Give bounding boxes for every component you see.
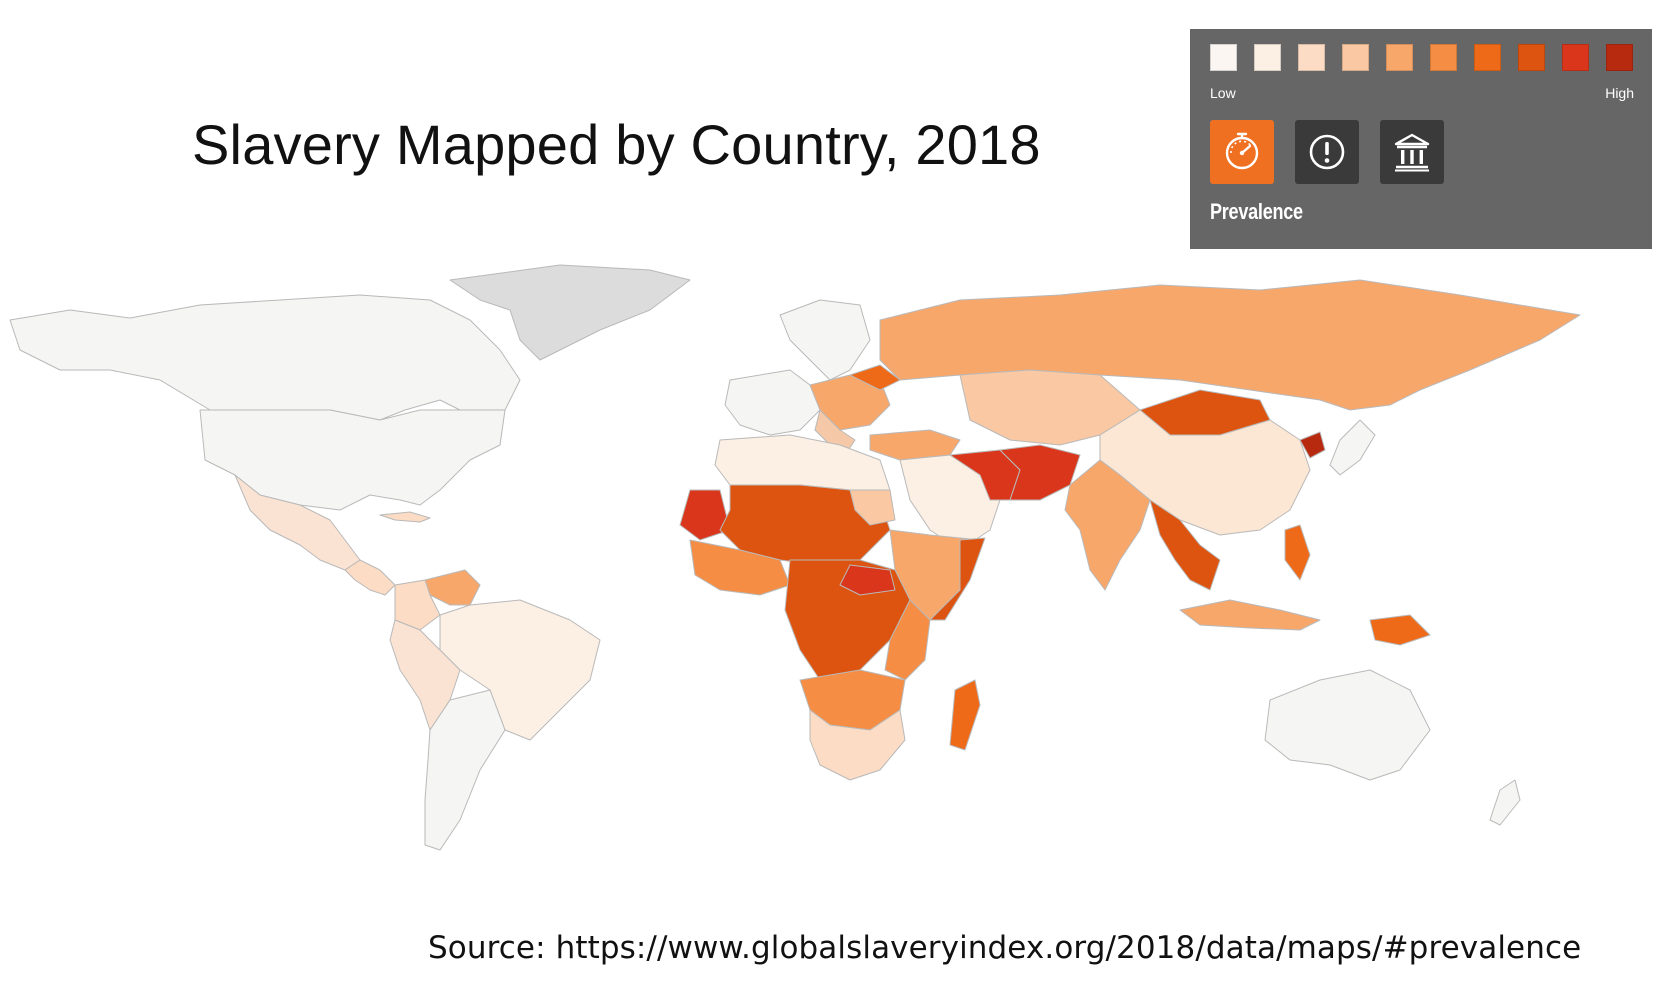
region-greenland [449, 264, 691, 361]
world-choropleth-map [9, 264, 1581, 851]
region-indonesia [1179, 599, 1321, 631]
region-central-america [344, 559, 396, 596]
region-australia [1264, 669, 1431, 781]
source-citation: Source: https://www.globalslaveryindex.o… [428, 930, 1582, 966]
vulnerability-button[interactable] [1295, 120, 1359, 184]
map-title: Slavery Mapped by Country, 2018 [192, 113, 1041, 176]
government-response-button[interactable] [1380, 120, 1444, 184]
region-india [1064, 459, 1151, 591]
region-southern-africa [809, 709, 906, 781]
active-mode-label: Prevalence [1210, 199, 1303, 224]
region-japan [1329, 419, 1376, 476]
region-caribbean [379, 511, 431, 523]
region-north-korea [1299, 431, 1326, 459]
map-mode-buttons [1210, 120, 1444, 184]
region-venezuela [424, 569, 481, 606]
legend-swatch [1606, 44, 1633, 71]
prevalence-button[interactable] [1210, 120, 1274, 184]
region-south-sudan [839, 564, 896, 596]
alert-icon [1309, 134, 1345, 170]
region-papua-new-guinea [1369, 614, 1431, 646]
legend-scale [1210, 44, 1633, 71]
legend-swatch [1342, 44, 1369, 71]
region-mainland-southeast-asia [1149, 499, 1221, 591]
legend-swatch [1518, 44, 1545, 71]
legend-low-label: Low [1210, 85, 1236, 101]
legend-swatch [1210, 44, 1237, 71]
region-west-africa [689, 539, 791, 596]
government-building-icon [1394, 133, 1430, 172]
legend-swatch [1474, 44, 1501, 71]
legend-panel: Low High [1190, 29, 1652, 249]
region-madagascar [949, 679, 981, 751]
legend-swatch [1386, 44, 1413, 71]
region-afghanistan-pakistan [999, 444, 1081, 501]
region-scandinavia [779, 299, 871, 381]
region-egypt [849, 489, 896, 526]
legend-swatch [1562, 44, 1589, 71]
region-new-zealand [1489, 779, 1521, 826]
region-southern-cone [424, 689, 506, 851]
region-philippines [1284, 524, 1311, 581]
region-north-africa [714, 434, 891, 491]
region-somalia [929, 537, 986, 621]
legend-swatch [1430, 44, 1457, 71]
legend-high-label: High [1605, 85, 1634, 101]
legend-swatch [1298, 44, 1325, 71]
region-east-africa [884, 599, 931, 681]
legend-swatch [1254, 44, 1281, 71]
region-canada-alaska [9, 294, 521, 421]
region-western-europe [724, 369, 821, 436]
speedometer-icon [1225, 132, 1259, 170]
region-mauritania [679, 489, 731, 541]
